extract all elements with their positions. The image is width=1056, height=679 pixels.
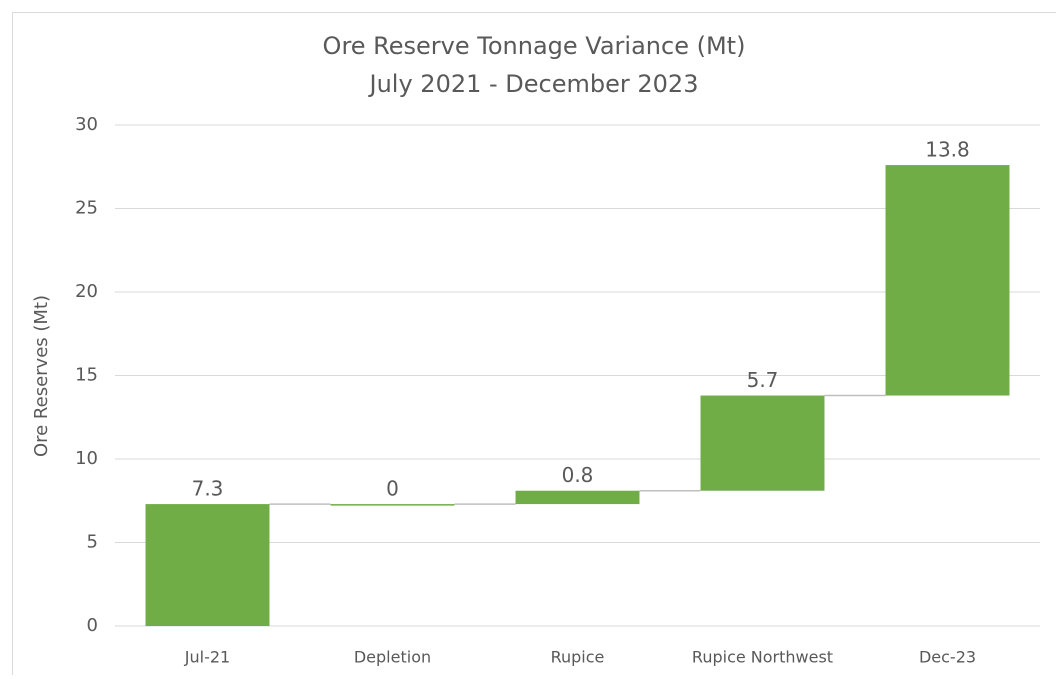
bar (886, 165, 1010, 395)
y-axis-label: Ore Reserves (Mt) (31, 295, 52, 457)
data-label: 7.3 (192, 477, 224, 501)
chart-subtitle: July 2021 - December 2023 (368, 70, 699, 98)
y-tick-label: 15 (75, 365, 98, 386)
data-label: 13.8 (925, 138, 970, 162)
x-tick-label: Rupice Northwest (692, 648, 833, 667)
bar (516, 491, 640, 504)
x-tick-label: Dec-23 (919, 648, 976, 667)
x-tick-label: Jul-21 (184, 648, 230, 667)
bar (331, 504, 455, 506)
y-tick-label: 30 (75, 114, 98, 135)
data-label: 0.8 (562, 463, 594, 487)
y-tick-label: 25 (75, 198, 98, 219)
x-tick-label: Depletion (354, 648, 431, 667)
y-tick-label: 10 (75, 448, 98, 469)
y-tick-label: 5 (87, 532, 98, 553)
x-tick-label: Rupice (551, 648, 605, 667)
data-label: 0 (386, 477, 399, 501)
bar (701, 396, 825, 491)
y-tick-label: 0 (87, 615, 98, 636)
bar (146, 504, 270, 626)
data-label: 5.7 (747, 368, 779, 392)
chart-title: Ore Reserve Tonnage Variance (Mt) (323, 32, 746, 60)
y-tick-label: 20 (75, 281, 98, 302)
